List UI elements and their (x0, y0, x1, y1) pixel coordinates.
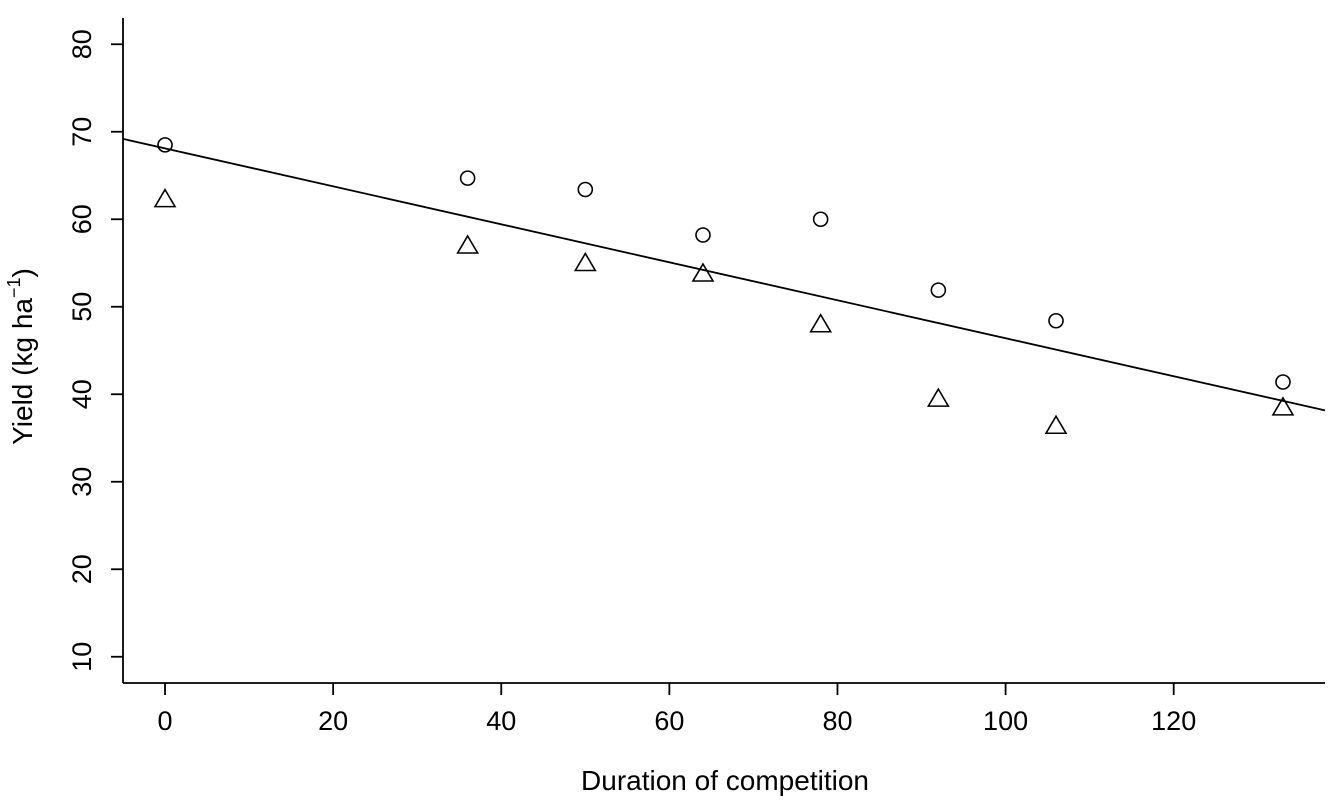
x-tick-label: 60 (654, 706, 684, 736)
fit-line-group (122, 138, 1326, 412)
x-tick-label: 80 (822, 706, 852, 736)
y-tick-label: 40 (67, 379, 97, 409)
triangle-point (691, 262, 715, 282)
triangle-point (809, 313, 833, 333)
y-tick-label: 30 (67, 467, 97, 497)
triangle-point (153, 188, 177, 208)
circle-point (930, 282, 947, 298)
y-axis-title: Yield (kg ha−1) (4, 268, 38, 445)
y-tick-label: 70 (67, 117, 97, 147)
triangle-point (456, 234, 480, 254)
triangle-point (926, 387, 950, 407)
x-tick-label: 100 (983, 706, 1028, 736)
circle-point (1048, 312, 1064, 329)
triangle-point (573, 251, 597, 272)
circle-point (157, 137, 173, 153)
y-axis-title-close: ) (7, 268, 38, 277)
y-axis-title-superscript: −1 (4, 277, 24, 298)
y-tick-label: 80 (67, 29, 97, 59)
triangle-point (1271, 396, 1295, 416)
circle-point (695, 227, 711, 243)
x-tick-label: 20 (318, 706, 348, 736)
x-tick-label: 0 (158, 706, 173, 736)
y-tick-label: 50 (67, 292, 97, 322)
circle-point (812, 211, 829, 228)
circle-point (577, 181, 594, 198)
ticks: 0 20 40 60 80 100 120 10 20 30 40 50 60 70 80 (67, 29, 1196, 736)
x-axis-title: Duration of competition (581, 765, 869, 796)
y-tick-label: 60 (67, 204, 97, 234)
y-tick-label: 10 (67, 642, 97, 672)
circle-point (459, 170, 476, 186)
x-tick-label: 120 (1151, 706, 1196, 736)
circle-point (1275, 374, 1291, 390)
regression-line (122, 138, 1326, 412)
y-tick-label: 20 (67, 554, 97, 584)
x-tick-label: 40 (486, 706, 516, 736)
points (153, 137, 1295, 435)
y-axis-title-main: Yield (kg ha (7, 298, 38, 445)
triangle-point (1044, 414, 1068, 435)
axes (122, 18, 1325, 684)
